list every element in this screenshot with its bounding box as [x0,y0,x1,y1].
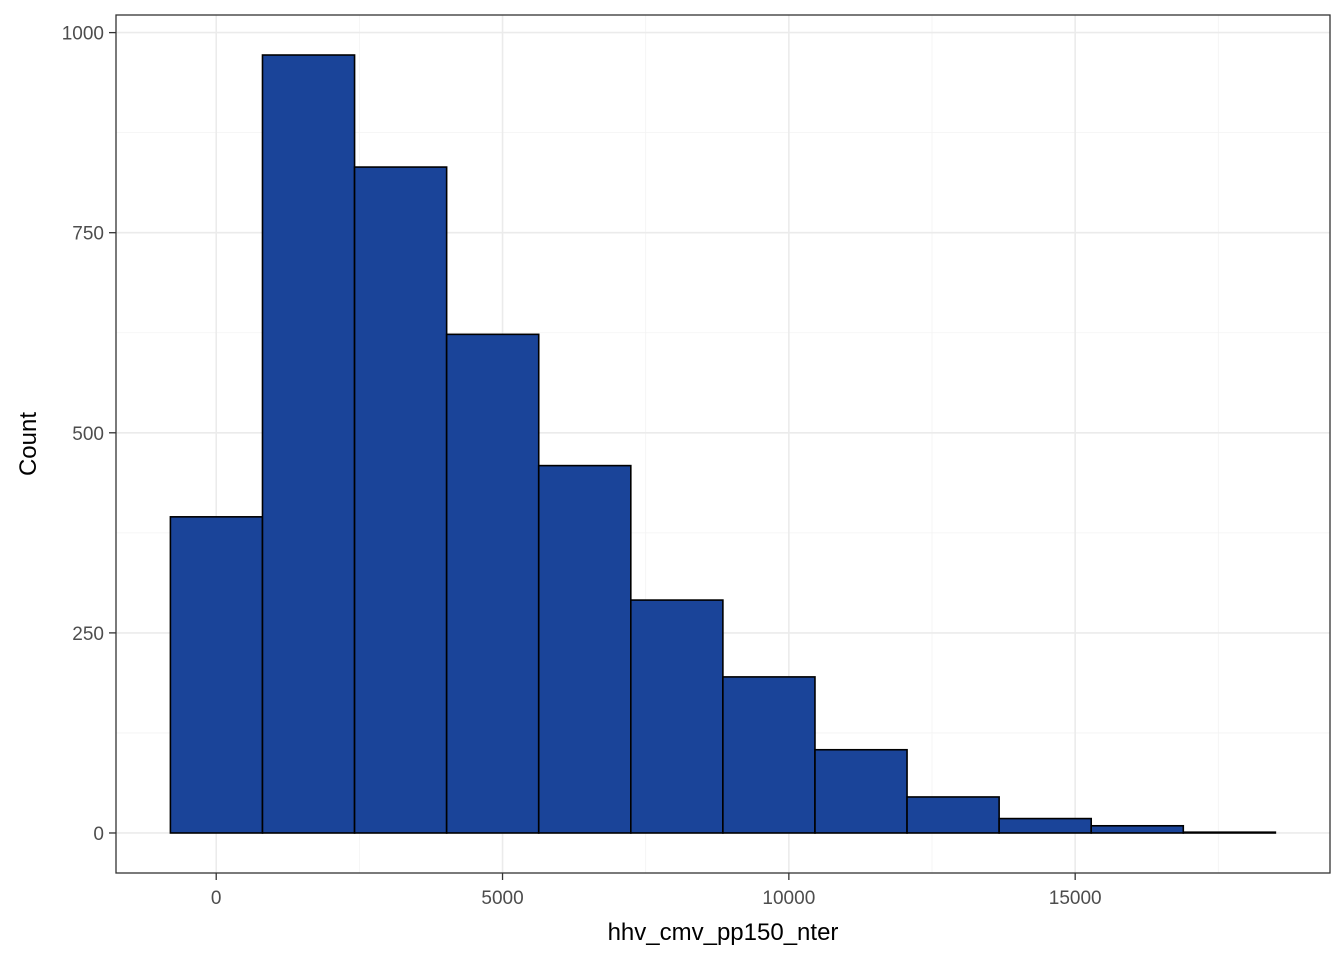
y-tick-label: 1000 [62,24,104,45]
histogram-bar-4 [445,333,540,834]
histogram-bar-1 [169,516,264,834]
y-tick-label: 250 [72,624,104,645]
histogram-bar-5 [537,464,632,834]
y-tick-label: 750 [72,224,104,245]
histogram-bar-9 [906,796,1000,834]
histogram-bar-8 [814,748,908,834]
x-axis-tick-labels: 0 5000 10000 15000 [211,888,1102,909]
histogram-bar-6 [630,599,724,834]
axis-ticks [109,31,1076,880]
y-axis-title: Count [15,412,42,476]
histogram-bar-12 [1182,831,1277,834]
histogram-bar-7 [722,676,816,834]
panel-border [115,14,1331,874]
histogram-bar-10 [998,817,1093,834]
histogram-bar-2 [261,54,356,834]
histogram-bars [169,54,1277,834]
x-tick-label: 10000 [762,888,815,909]
histogram-bar-11 [1090,824,1185,834]
x-tick-label: 5000 [481,888,523,909]
histogram-bar-3 [353,166,448,834]
x-axis-title: hhv_cmv_pp150_nter [608,919,839,946]
y-tick-label: 500 [72,424,104,445]
y-tick-label: 0 [93,824,104,845]
x-tick-label: 15000 [1049,888,1102,909]
x-tick-label: 0 [211,888,222,909]
y-axis-tick-labels: 0 250 500 750 1000 [62,24,104,845]
